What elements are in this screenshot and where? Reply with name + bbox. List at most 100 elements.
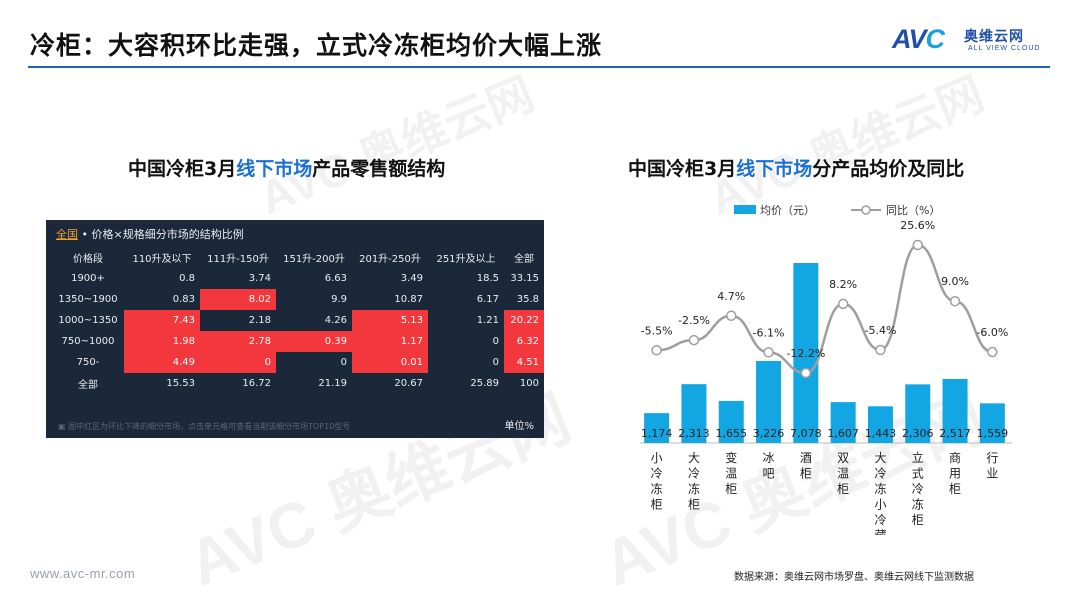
table-caption-text: • 价格×规格细分市场的结构比例 (78, 228, 244, 241)
column-header-price-band: 价格段 (73, 254, 103, 265)
table-cell[interactable]: 6.63 (324, 273, 347, 284)
table-cell[interactable]: 3.74 (248, 273, 271, 284)
left-title-prefix: 中国冷柜3月 (128, 158, 237, 180)
scope-link[interactable]: 全国 (56, 228, 78, 241)
bar-value-label-9: 1,559 (977, 427, 1009, 440)
table-cell[interactable]: 0.83 (172, 294, 195, 305)
table-cell[interactable]: 33.15 (510, 273, 539, 284)
table-cell[interactable]: 25.89 (470, 378, 499, 389)
bar-6 (867, 406, 893, 443)
right-panel-title: 中国冷柜3月线下市场分产品均价及同比 (628, 154, 964, 181)
column-header: 251升及以上 (436, 254, 496, 265)
table-caption: 全国 • 价格×规格细分市场的结构比例 (56, 226, 244, 242)
column-header: 201升-250升 (359, 254, 421, 265)
row-header: 1900+ (71, 273, 105, 284)
column-header: 111升-150升 (207, 254, 269, 265)
column-header: 110升及以下 (132, 254, 192, 265)
table-cell-decline[interactable]: 8.02 (200, 289, 276, 310)
table-cell[interactable]: 6.17 (476, 294, 499, 305)
logo-mark-av: AV (892, 24, 927, 54)
table-cell[interactable]: 9.9 (331, 294, 347, 305)
table-cell[interactable]: 0 (340, 357, 347, 368)
category-label-8: 商用柜 (949, 450, 961, 496)
table-footnote-text: 图中红区为环比下降的细分市场，点击单元格可查看当期该细分市场TOP10型号 (68, 422, 351, 431)
chart-legend: 均价（元） 同比（%） (734, 204, 940, 217)
logo-chinese-name: 奥维云网 (964, 29, 1024, 45)
footer-url[interactable]: www.avc-mr.com (30, 566, 136, 581)
heat-table: 价格段 110升及以下 111升-150升 151升-200升 201升-250升 251… (52, 247, 544, 394)
table-cell[interactable]: 0 (492, 336, 499, 347)
bar-9 (979, 403, 1005, 443)
table-cell[interactable]: 0 (492, 357, 499, 368)
yoy-value-label-5: 8.2% (829, 278, 857, 291)
bar-value-label-1: 2,313 (678, 427, 710, 440)
category-label-3: 冰吧 (763, 451, 775, 481)
bar-value-label-4: 7,078 (790, 427, 822, 440)
table-cell[interactable]: 21.19 (318, 378, 347, 389)
column-header: 151升-200升 (283, 254, 345, 265)
bar-0 (644, 413, 670, 443)
table-cell-decline[interactable]: 4.51 (504, 352, 544, 373)
yoy-point-7 (912, 239, 923, 251)
bar-7 (905, 384, 931, 443)
row-header: 1000~1350 (58, 315, 118, 326)
footer-source: 数据来源：奥维云网市场罗盘、奥维云网线下监测数据 (734, 572, 974, 583)
table-cell-decline[interactable]: 0.01 (352, 352, 428, 373)
table-cell[interactable]: 35.8 (516, 294, 539, 305)
category-label-1: 大冷冻柜 (688, 451, 700, 512)
legend-label-bar: 均价（元） (760, 204, 815, 217)
table-cell[interactable]: 16.72 (242, 378, 271, 389)
yoy-value-label-3: -6.1% (753, 326, 785, 339)
table-cell-decline[interactable]: 6.32 (504, 331, 544, 352)
row-header: 750- (76, 357, 100, 368)
row-header: 1350~1900 (58, 294, 118, 305)
table-cell-decline[interactable]: 7.43 (124, 310, 200, 331)
table-row: 1350~1900 0.83 8.02 9.9 10.87 6.17 35.8 (52, 289, 544, 310)
table-cell[interactable]: 1.21 (476, 315, 499, 326)
bar-value-label-2: 1,655 (716, 427, 748, 440)
bar-1 (681, 384, 707, 443)
bar-value-label-6: 1,443 (865, 427, 897, 440)
right-title-suffix: 分产品均价及同比 (812, 158, 965, 180)
table-cell-decline[interactable]: 0 (200, 352, 276, 373)
yoy-point-8 (949, 295, 961, 307)
left-panel-title: 中国冷柜3月线下市场产品零售额结构 (128, 154, 445, 181)
table-cell-decline[interactable]: 0.39 (276, 331, 352, 352)
table-cell-decline[interactable]: 2.78 (200, 331, 276, 352)
table-cell[interactable]: 18.5 (476, 273, 499, 284)
right-title-highlight: 线下市场 (736, 158, 813, 180)
avc-logo: AVC 奥维云网 ALL VIEW CLOUD (892, 24, 1052, 58)
table-cell-decline[interactable]: 1.98 (124, 331, 200, 352)
yoy-point-6 (875, 344, 886, 356)
table-cell[interactable]: 10.87 (394, 294, 423, 305)
row-header: 全部 (78, 380, 98, 391)
table-cell[interactable]: 4.26 (324, 315, 347, 326)
bar-2 (718, 400, 744, 443)
table-cell-decline[interactable]: 1.17 (352, 331, 428, 352)
bar-5 (830, 402, 856, 443)
table-cell[interactable]: 20.67 (394, 378, 423, 389)
table-cell-decline[interactable]: 4.49 (124, 352, 200, 373)
table-cell[interactable]: 100 (519, 378, 539, 389)
bar-3 (756, 360, 782, 443)
table-cell[interactable]: 15.53 (166, 378, 195, 389)
watermark: AVC 奥维云网 (248, 58, 542, 228)
right-title-prefix: 中国冷柜3月 (628, 158, 737, 180)
yoy-value-label-2: 4.7% (717, 290, 745, 303)
category-label-9: 行业 (986, 451, 998, 481)
table-cell-decline[interactable]: 20.22 (504, 310, 544, 331)
table-cell[interactable]: 3.49 (400, 273, 423, 284)
logo-mark-c: C (925, 24, 945, 54)
legend-marker-line (861, 205, 871, 215)
table-cell-decline[interactable]: 5.13 (352, 310, 428, 331)
category-label-0: 小冷冻柜 (651, 451, 663, 512)
table-cell[interactable]: 2.18 (248, 315, 271, 326)
row-header: 750~1000 (61, 336, 115, 347)
yoy-point-4 (800, 367, 812, 379)
table-row: 750- 4.49 0 0 0.01 0 4.51 (52, 352, 544, 373)
bar-8 (942, 378, 968, 443)
category-label-5: 双温柜 (837, 451, 849, 496)
table-cell[interactable]: 0.8 (179, 273, 195, 284)
yoy-value-label-6: -5.4% (864, 324, 896, 337)
table-row: 1000~1350 7.43 2.18 4.26 5.13 1.21 20.22 (52, 310, 544, 331)
